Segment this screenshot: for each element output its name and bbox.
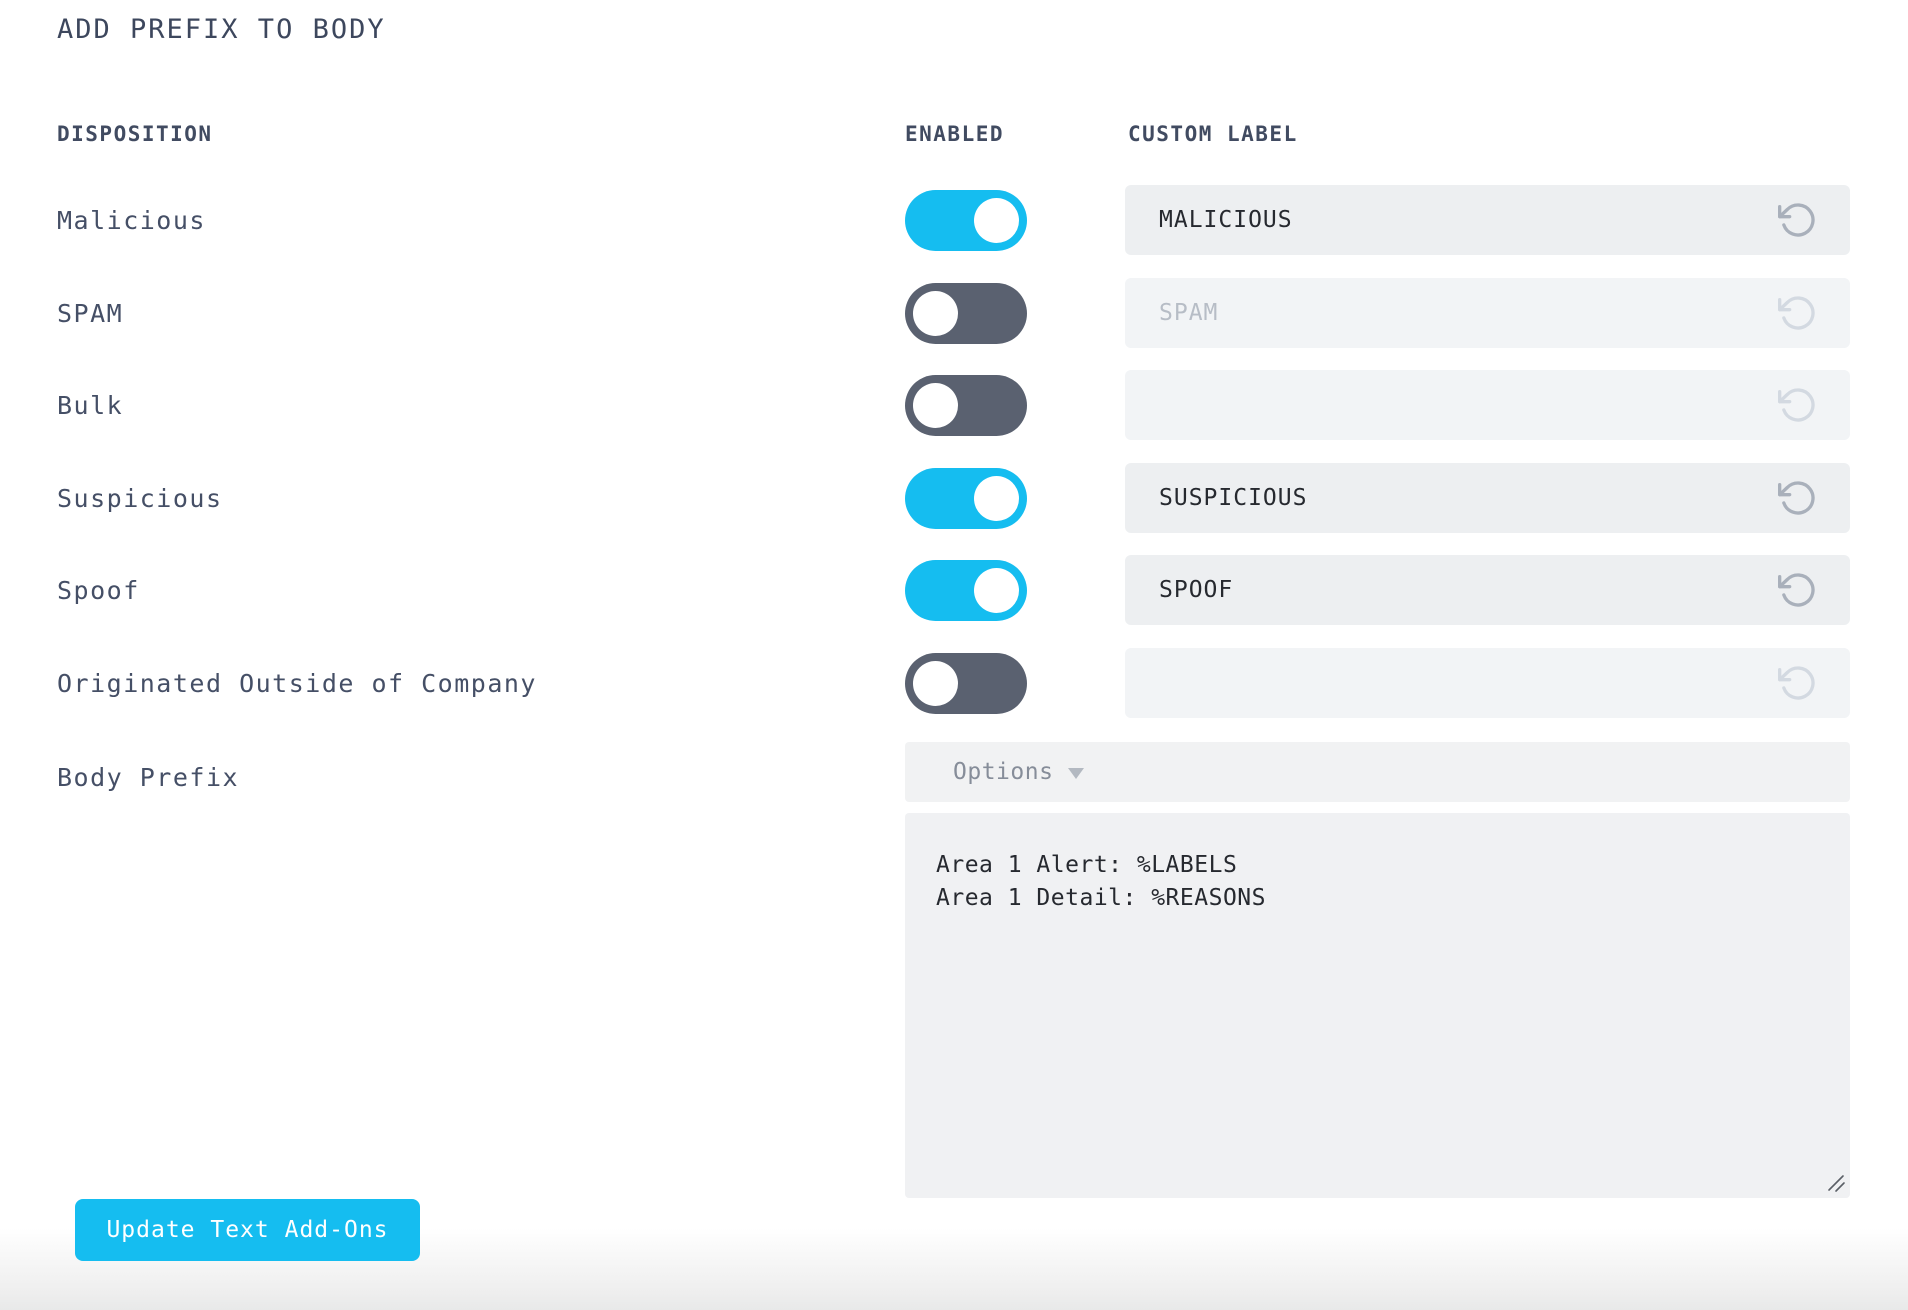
resize-handle-icon[interactable] <box>1826 1173 1846 1193</box>
disposition-row-spam: SPAM <box>0 278 1908 348</box>
toggle-knob <box>913 291 958 336</box>
toggle-malicious[interactable] <box>905 190 1027 251</box>
column-header-custom-label: CUSTOM LABEL <box>1128 122 1298 146</box>
update-text-addons-button[interactable]: Update Text Add-Ons <box>75 1199 420 1261</box>
custom-label-input-spam[interactable] <box>1125 278 1850 348</box>
rotate-ccw-icon <box>1778 481 1815 515</box>
custom-label-field-bulk <box>1125 370 1850 440</box>
rotate-ccw-icon <box>1778 573 1815 607</box>
rotate-ccw-icon <box>1778 296 1815 330</box>
row-label-malicious: Malicious <box>57 205 206 235</box>
reset-label-button-bulk[interactable] <box>1778 385 1818 425</box>
row-label-originated-outside: Originated Outside of Company <box>57 668 537 698</box>
disposition-row-bulk: Bulk <box>0 370 1908 440</box>
toggle-knob <box>974 198 1019 243</box>
toggle-spam[interactable] <box>905 283 1027 344</box>
toggle-knob <box>913 383 958 428</box>
custom-label-input-spoof[interactable] <box>1125 555 1850 625</box>
body-prefix-textarea[interactable]: Area 1 Alert: %LABELS Area 1 Detail: %RE… <box>905 813 1850 1198</box>
caret-down-icon <box>1068 768 1085 779</box>
reset-label-button-spam[interactable] <box>1778 293 1818 333</box>
toggle-knob <box>974 568 1019 613</box>
custom-label-input-malicious[interactable] <box>1125 185 1850 255</box>
toggle-knob <box>974 476 1019 521</box>
toggle-suspicious[interactable] <box>905 468 1027 529</box>
row-label-suspicious: Suspicious <box>57 483 223 513</box>
custom-label-field-suspicious <box>1125 463 1850 533</box>
disposition-row-originated-outside: Originated Outside of Company <box>0 648 1908 718</box>
custom-label-field-malicious <box>1125 185 1850 255</box>
update-button-label: Update Text Add-Ons <box>106 1217 389 1243</box>
column-header-enabled: ENABLED <box>905 122 1005 146</box>
custom-label-field-originated-outside <box>1125 648 1850 718</box>
options-dropdown-button[interactable]: Options <box>905 742 1850 802</box>
reset-label-button-malicious[interactable] <box>1778 200 1818 240</box>
disposition-row-spoof: Spoof <box>0 555 1908 625</box>
toggle-knob <box>913 661 958 706</box>
row-label-spoof: Spoof <box>57 575 140 605</box>
custom-label-input-bulk[interactable] <box>1125 370 1850 440</box>
custom-label-field-spam <box>1125 278 1850 348</box>
disposition-row-malicious: Malicious <box>0 185 1908 255</box>
disposition-row-suspicious: Suspicious <box>0 463 1908 533</box>
column-header-disposition: DISPOSITION <box>57 122 213 146</box>
reset-label-button-originated-outside[interactable] <box>1778 663 1818 703</box>
toggle-spoof[interactable] <box>905 560 1027 621</box>
row-label-body-prefix: Body Prefix <box>57 762 240 792</box>
options-dropdown-label: Options <box>953 759 1054 785</box>
body-prefix-section: Body Prefix Options Area 1 Alert: %LABEL… <box>0 742 1908 1198</box>
rotate-ccw-icon <box>1778 388 1815 422</box>
reset-label-button-spoof[interactable] <box>1778 570 1818 610</box>
custom-label-field-spoof <box>1125 555 1850 625</box>
custom-label-input-originated-outside[interactable] <box>1125 648 1850 718</box>
toggle-bulk[interactable] <box>905 375 1027 436</box>
reset-label-button-suspicious[interactable] <box>1778 478 1818 518</box>
rotate-ccw-icon <box>1778 666 1815 700</box>
row-label-bulk: Bulk <box>57 390 124 420</box>
custom-label-input-suspicious[interactable] <box>1125 463 1850 533</box>
rotate-ccw-icon <box>1778 203 1815 237</box>
body-prefix-editor: Area 1 Alert: %LABELS Area 1 Detail: %RE… <box>905 813 1850 1198</box>
page-title: ADD PREFIX TO BODY <box>57 14 386 45</box>
toggle-originated-outside[interactable] <box>905 653 1027 714</box>
row-label-spam: SPAM <box>57 298 124 328</box>
